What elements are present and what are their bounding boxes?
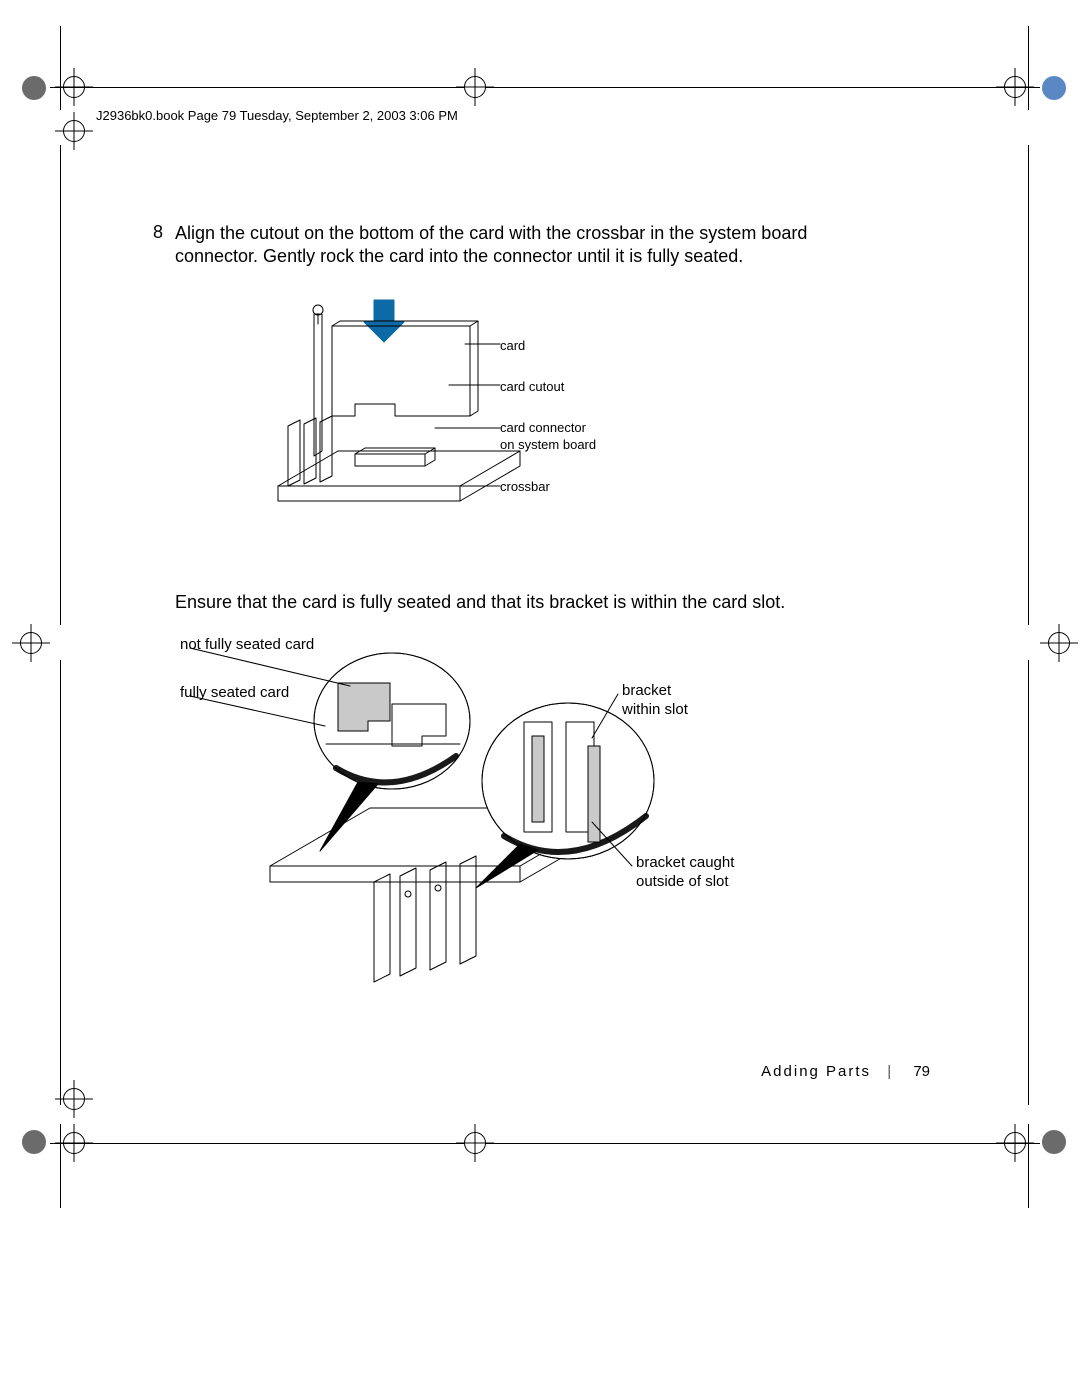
card-shape [332, 321, 478, 416]
register-mark-icon [55, 1080, 93, 1118]
label-bracket-out-1: bracket caught [636, 854, 734, 873]
label-connector-2: on system board [500, 437, 596, 453]
footer: Adding Parts | 79 [761, 1063, 930, 1080]
step-text: Align the cutout on the bottom of the ca… [175, 222, 835, 268]
register-mark-icon [456, 1124, 494, 1162]
corner-dot-icon [22, 76, 46, 100]
label-seated: fully seated card [180, 684, 289, 703]
label-card: card [500, 338, 525, 354]
crop-line [485, 1143, 1040, 1144]
footer-sep: | [887, 1063, 891, 1080]
label-crossbar: crossbar [500, 479, 550, 495]
label-card-cutout: card cutout [500, 379, 564, 395]
crop-line [50, 87, 465, 88]
register-mark-icon [996, 68, 1034, 106]
footer-section: Adding Parts [761, 1063, 871, 1080]
register-mark-icon [12, 624, 50, 662]
book-info: J2936bk0.book Page 79 Tuesday, September… [96, 108, 458, 123]
crop-line [60, 660, 61, 1105]
register-mark-icon [55, 1124, 93, 1162]
register-mark-icon [55, 68, 93, 106]
label-connector-1: card connector [500, 420, 586, 436]
corner-dot-icon [1042, 1130, 1066, 1154]
crop-line [1028, 660, 1029, 1105]
bracket-shape [313, 305, 323, 456]
register-mark-icon [456, 68, 494, 106]
crop-line [1028, 145, 1029, 625]
footer-page: 79 [913, 1063, 930, 1080]
register-mark-icon [55, 112, 93, 150]
register-mark-icon [996, 1124, 1034, 1162]
label-bracket-out-2: outside of slot [636, 873, 729, 892]
corner-dot-icon [22, 1130, 46, 1154]
crop-line [50, 1143, 465, 1144]
label-bracket-in-2: within slot [622, 701, 688, 720]
register-mark-icon [1040, 624, 1078, 662]
instruction-text: Ensure that the card is fully seated and… [175, 592, 875, 613]
corner-dot-icon [1042, 76, 1066, 100]
crop-line [60, 145, 61, 625]
page: J2936bk0.book Page 79 Tuesday, September… [0, 0, 1080, 1397]
label-not-seated: not fully seated card [180, 636, 314, 655]
figure-seating-detail: not fully seated card fully seated card … [160, 626, 840, 1006]
label-bracket-in-1: bracket [622, 682, 671, 701]
crop-line [485, 87, 1040, 88]
step-number: 8 [153, 222, 163, 243]
